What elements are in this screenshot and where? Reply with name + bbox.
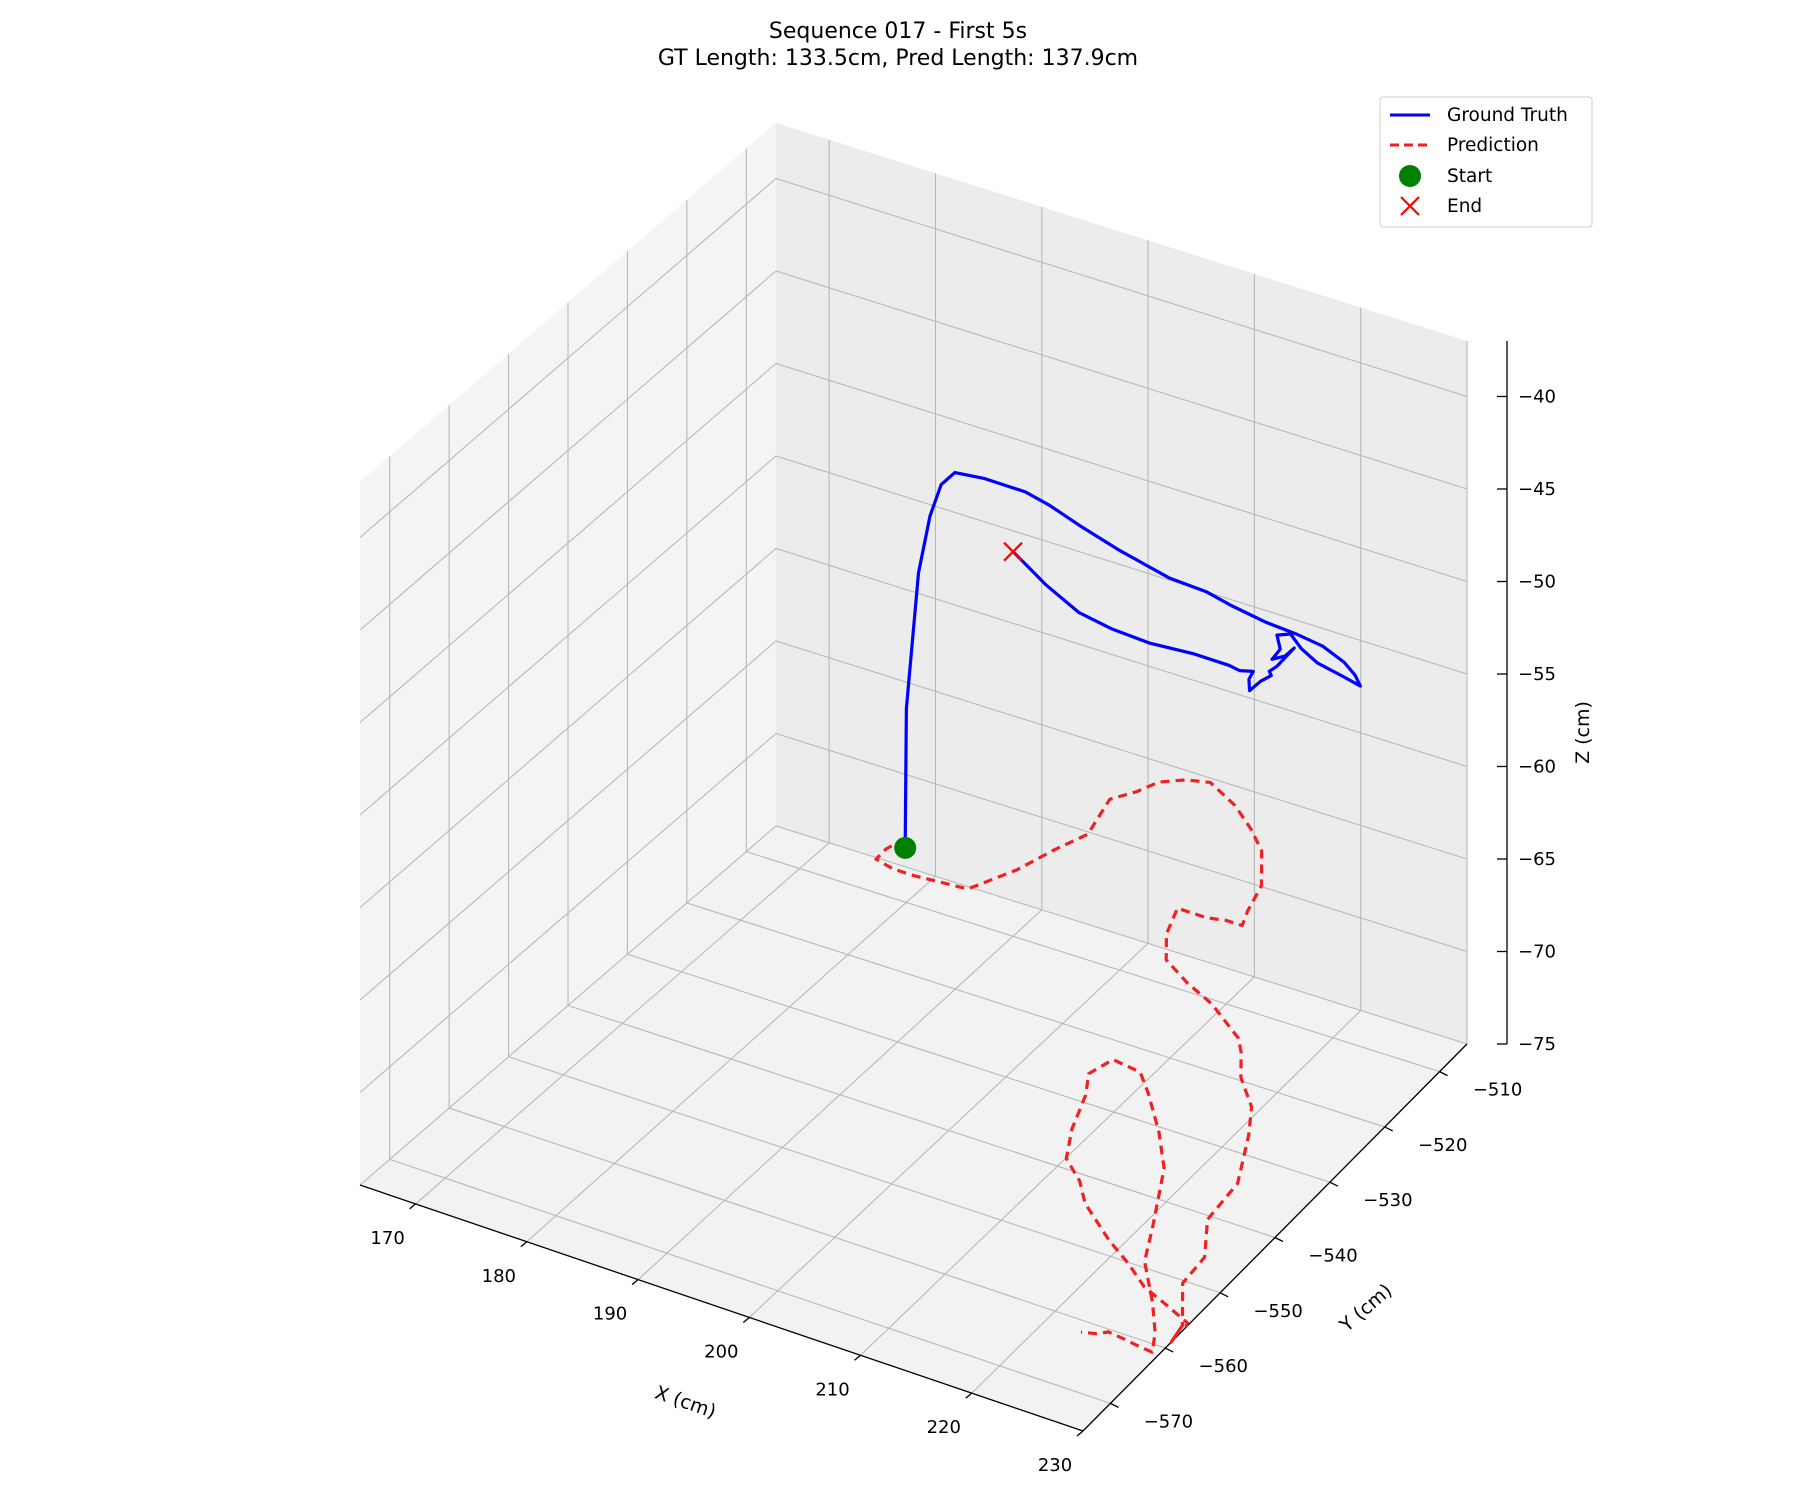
series-prediction (874, 778, 1264, 1354)
z-gridline (359, 455, 1468, 816)
x-tick-label: 180 (482, 1266, 516, 1287)
y-tick (1384, 1126, 1394, 1132)
legend-label-end: End (1447, 196, 1482, 217)
y-tick-label: −520 (1418, 1135, 1467, 1156)
x-tick-label: 200 (704, 1341, 738, 1362)
floor-pane (360, 826, 1467, 1431)
chart-title: Sequence 017 - First 5s GT Length: 133.5… (658, 19, 1138, 71)
y-axis-label: Y (cm) (1335, 1280, 1397, 1338)
x-tick (631, 1279, 639, 1286)
z-axis-label: Z (cm) (1572, 701, 1594, 764)
z-tick-label: −65 (1518, 849, 1556, 870)
z-tick-label: −75 (1518, 1034, 1556, 1055)
z-gridline (359, 362, 1468, 723)
marker-layer (894, 541, 1023, 859)
y-tick (1164, 1347, 1174, 1353)
legend: Ground Truth Prediction Start End (1379, 96, 1593, 228)
x-axis-line (359, 1184, 1084, 1432)
y-tick (1439, 1071, 1448, 1077)
chart-title-line1: Sequence 017 - First 5s (769, 19, 1027, 44)
x-tick (742, 1316, 750, 1323)
y-tick (1274, 1236, 1284, 1243)
chart-title-line2: GT Length: 133.5cm, Pred Length: 137.9cm (658, 46, 1138, 71)
legend-label-ground-truth: Ground Truth (1447, 105, 1568, 126)
y-tick-label: −550 (1253, 1301, 1302, 1322)
z-gridline (359, 640, 1468, 1001)
z-tick-label: −45 (1518, 479, 1556, 500)
grid-lines (359, 139, 1468, 1432)
y-tick (1110, 1402, 1119, 1408)
y-tick (1219, 1292, 1229, 1298)
legend-box (1379, 96, 1593, 228)
z-tick-label: −70 (1518, 942, 1556, 963)
y-tick-label: −570 (1144, 1411, 1193, 1432)
y-tick-label: −530 (1363, 1190, 1412, 1211)
z-gridline (359, 732, 1468, 1093)
x-tick (409, 1203, 417, 1210)
x-tick (1076, 1430, 1084, 1437)
marker-start (894, 836, 917, 859)
z-gridline (359, 270, 1468, 631)
y-tick-label: −560 (1199, 1356, 1248, 1377)
x-tick-label: 210 (815, 1379, 849, 1400)
z-gridline (359, 547, 1468, 908)
legend-swatch-end (1400, 196, 1420, 216)
z-gridline (359, 825, 1468, 1186)
y-tick-label: −510 (1473, 1080, 1522, 1101)
series-ground-truth (903, 470, 1362, 850)
x-tick-label: 230 (1038, 1455, 1072, 1476)
y-tick-label: −540 (1308, 1246, 1357, 1267)
legend-label-start: Start (1447, 166, 1492, 187)
x-tick (854, 1354, 861, 1361)
z-gridline (359, 177, 1468, 538)
y-tick (1329, 1181, 1339, 1187)
series-layer (874, 470, 1362, 1354)
x-tick (520, 1241, 528, 1248)
marker-end-stroke (1003, 541, 1023, 562)
legend-swatch-start (1399, 165, 1421, 187)
legend-label-prediction: Prediction (1447, 135, 1539, 156)
x-tick-label: 170 (370, 1228, 404, 1249)
back-pane (776, 123, 1467, 1044)
x-tick-label: 220 (927, 1417, 961, 1438)
z-tick-label: −40 (1518, 387, 1556, 408)
z-tick-label: −60 (1518, 757, 1556, 778)
marker-end (1003, 541, 1023, 562)
z-tick-label: −50 (1518, 572, 1556, 593)
x-tick (965, 1392, 973, 1399)
axes: 170 180 190 200 210 220 230 −510 −520 −530 −540 −55… (359, 341, 1556, 1476)
x-tick-label: 190 (593, 1304, 627, 1325)
z-tick-label: −55 (1518, 664, 1556, 685)
x-axis-label: X (cm) (652, 1382, 719, 1423)
axis-panes (360, 123, 1467, 1431)
